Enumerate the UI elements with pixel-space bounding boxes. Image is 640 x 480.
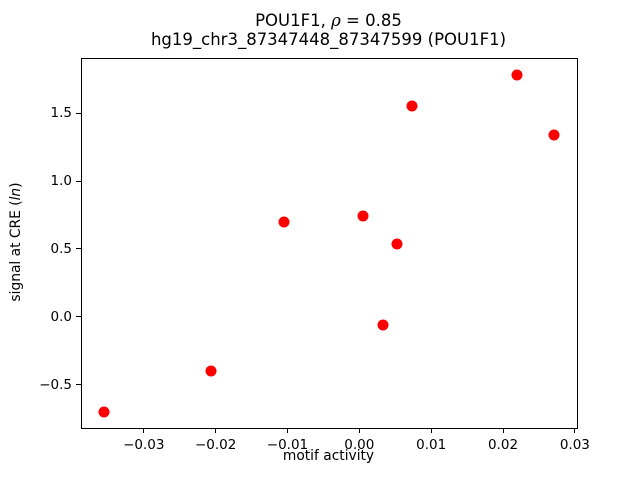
y-tick-label: 1.0 [50, 173, 72, 190]
y-axis-label-text: signal at CRE ( [8, 200, 24, 302]
x-tick-mark [430, 428, 432, 433]
y-axis-label: signal at CRE (ln) [8, 182, 24, 301]
scatter-point [205, 365, 217, 377]
y-tick-mark [76, 180, 81, 182]
y-tick-label: 0.5 [50, 240, 72, 257]
x-tick-label: 0.03 [559, 437, 590, 453]
y-tick-mark [76, 384, 81, 386]
scatter-point [511, 69, 523, 81]
scatter-point [98, 406, 110, 418]
scatter-point [278, 216, 290, 228]
x-tick-mark [286, 428, 288, 433]
x-tick-label: −0.01 [266, 437, 309, 453]
x-tick-label: −0.03 [123, 437, 165, 453]
x-tick-mark [143, 428, 145, 433]
scatter-point [406, 100, 418, 112]
scatter-point [391, 238, 403, 249]
chart-title-line1: POU1F1, ρ = 0.85 [81, 11, 576, 30]
x-tick-mark [502, 428, 504, 433]
chart-title: POU1F1, ρ = 0.85 hg19_chr3_87347448_8734… [81, 11, 576, 49]
x-tick-mark [574, 428, 576, 433]
title-gene: POU1F1, [255, 11, 332, 30]
title-rho-symbol: ρ [331, 11, 341, 30]
y-tick-mark [76, 248, 81, 250]
x-tick-label: 0.00 [344, 437, 375, 453]
x-tick-mark [358, 428, 360, 433]
scatter-point [357, 210, 369, 222]
y-tick-label: 1.5 [50, 105, 72, 122]
scatter-point [548, 129, 560, 141]
y-tick-mark [76, 112, 81, 114]
y-axis-label-ln: ln [8, 187, 24, 201]
y-tick-label: 0.0 [50, 308, 72, 325]
y-tick-label: −0.5 [39, 376, 72, 393]
title-rho-value: = 0.85 [340, 11, 402, 30]
x-axis-label: motif activity [282, 448, 375, 464]
plot-area: −0.03 −0.02 −0.01 0.00 0.01 0.02 0.03 1.5 1.0 0.5… [39, 58, 590, 453]
x-tick-label: 0.01 [416, 437, 447, 453]
y-tick-mark [76, 316, 81, 318]
x-tick-label: −0.02 [194, 437, 237, 453]
x-tick-mark [215, 428, 217, 433]
chart-title-line2: hg19_chr3_87347448_87347599 (POU1F1) [150, 30, 507, 49]
y-axis-label-close: ) [8, 182, 24, 188]
scatter-point [377, 319, 389, 331]
x-tick-label: 0.02 [487, 437, 519, 453]
